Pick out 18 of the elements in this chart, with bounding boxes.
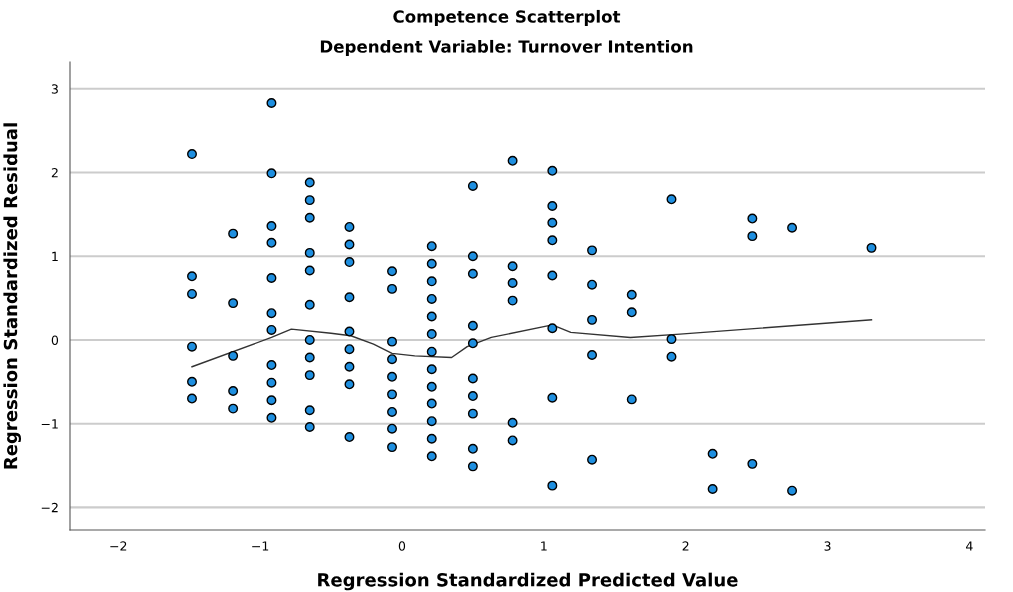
- x-tick-label: 3: [824, 541, 831, 551]
- y-axis-title: Regression Standardized Residual: [3, 123, 22, 469]
- x-tick-label: 2: [682, 541, 689, 551]
- y-tick-label: 0: [51, 335, 59, 345]
- line-series: [191, 319, 873, 368]
- y-tick-label: 1: [52, 251, 58, 261]
- y-tick-label: 2: [51, 167, 58, 178]
- x-tick-label: 1: [541, 541, 547, 551]
- x-axis-title: Regression Standardized Predicted Value: [318, 572, 738, 591]
- chart-title: Competence Scatterplot: [393, 9, 621, 27]
- x-tick-label: −1: [252, 541, 269, 551]
- x-tick-label: 0: [398, 541, 406, 551]
- x-tick-label: −2: [110, 541, 127, 551]
- y-tick-label: −2: [41, 502, 58, 513]
- y-tick-label: 3: [51, 84, 58, 94]
- x-tick-label: 4: [966, 541, 973, 551]
- chart-subtitle: Dependent Variable: Turnover Intention: [320, 39, 693, 57]
- y-tick-label: −1: [41, 419, 58, 429]
